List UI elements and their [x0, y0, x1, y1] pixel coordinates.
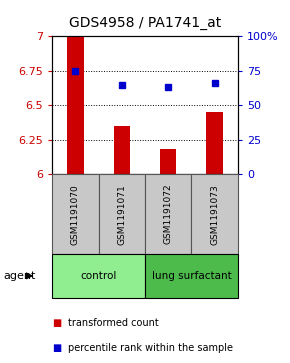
Text: agent: agent: [3, 271, 35, 281]
Bar: [67, 36, 84, 174]
Text: ■: ■: [52, 318, 61, 328]
Text: control: control: [80, 271, 117, 281]
Bar: [206, 112, 223, 174]
Text: GSM1191073: GSM1191073: [210, 184, 219, 245]
Text: ■: ■: [52, 343, 61, 354]
Text: transformed count: transformed count: [68, 318, 159, 328]
Text: percentile rank within the sample: percentile rank within the sample: [68, 343, 233, 354]
Text: GSM1191070: GSM1191070: [71, 184, 80, 245]
Bar: [160, 150, 176, 174]
Bar: [114, 126, 130, 174]
Text: lung surfactant: lung surfactant: [151, 271, 231, 281]
Text: GSM1191071: GSM1191071: [117, 184, 126, 245]
Text: GDS4958 / PA1741_at: GDS4958 / PA1741_at: [69, 16, 221, 30]
Text: GSM1191072: GSM1191072: [164, 184, 173, 245]
